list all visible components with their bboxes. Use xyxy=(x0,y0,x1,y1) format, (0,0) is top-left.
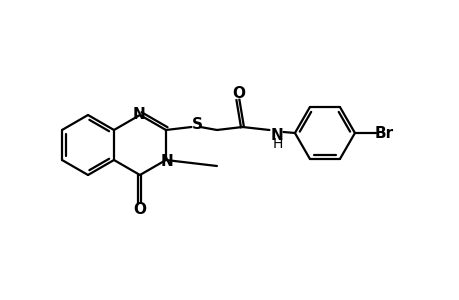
Text: N: N xyxy=(270,128,283,142)
Text: N: N xyxy=(132,106,145,122)
Text: Br: Br xyxy=(374,125,392,140)
Text: O: O xyxy=(232,85,245,100)
Text: N: N xyxy=(160,154,173,169)
Text: O: O xyxy=(133,202,146,217)
Text: S: S xyxy=(191,116,202,131)
Text: H: H xyxy=(272,137,282,151)
